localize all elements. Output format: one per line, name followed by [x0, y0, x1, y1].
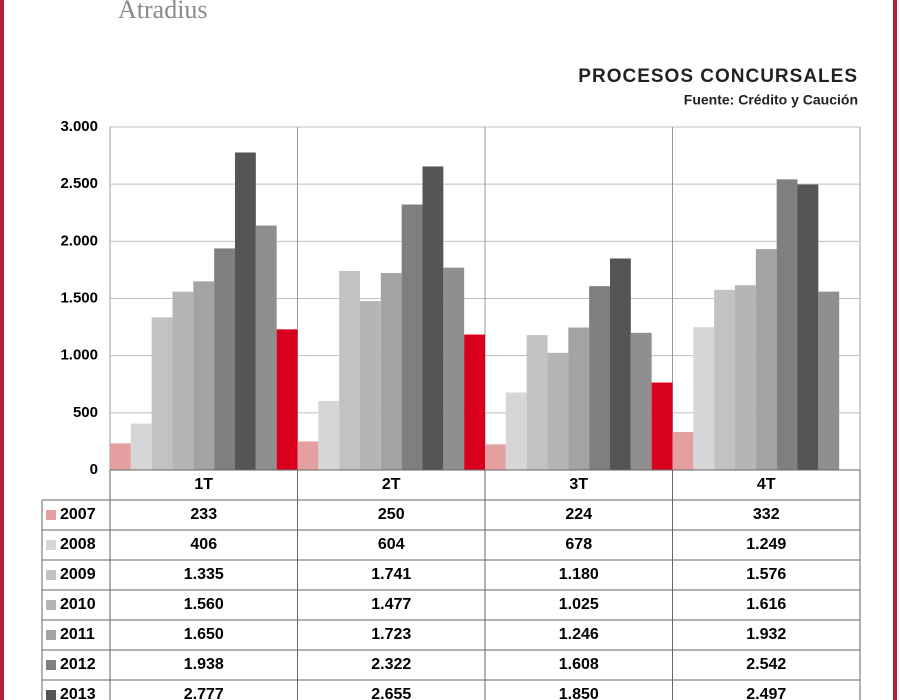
bar — [818, 291, 840, 470]
table-cell: 224 — [565, 506, 592, 523]
x-tick-label: 3T — [569, 476, 588, 493]
bar — [214, 248, 235, 470]
x-tick-label: 2T — [382, 476, 401, 493]
table-cell: 1.025 — [559, 596, 599, 613]
y-tick-label: 1.500 — [60, 289, 98, 306]
table-cell: 2.655 — [371, 686, 411, 700]
bar — [464, 334, 485, 470]
y-tick-label: 1.000 — [60, 347, 98, 364]
x-tick-label: 4T — [757, 476, 776, 493]
x-tick-label: 1T — [194, 476, 213, 493]
legend-swatch — [46, 570, 56, 580]
bar — [755, 249, 777, 470]
bar — [401, 204, 423, 470]
y-tick-label: 3.000 — [60, 118, 98, 135]
bar — [318, 400, 340, 470]
bar — [443, 267, 465, 470]
bar — [235, 152, 256, 470]
bar — [610, 258, 631, 470]
bar — [735, 285, 756, 470]
y-tick-label: 500 — [73, 404, 98, 421]
table-cell: 1.616 — [746, 596, 786, 613]
table-cell: 604 — [378, 536, 405, 553]
table-cell: 1.576 — [746, 566, 786, 583]
bar — [130, 423, 152, 470]
table-cell: 250 — [378, 506, 405, 523]
bar — [505, 392, 527, 470]
legend-label: 2012 — [60, 656, 96, 673]
legend-swatch — [46, 600, 56, 610]
bar — [380, 273, 402, 470]
table-cell: 1.938 — [184, 656, 224, 673]
table-cell: 1.723 — [371, 626, 411, 643]
bar — [193, 281, 215, 470]
bar — [485, 444, 506, 470]
table-cell: 1.741 — [371, 566, 411, 583]
table-cell: 1.850 — [559, 686, 599, 700]
bar — [422, 166, 444, 470]
bar — [714, 289, 735, 470]
table-cell: 233 — [190, 506, 217, 523]
table-cell: 1.249 — [746, 536, 786, 553]
table-cell: 1.335 — [184, 566, 224, 583]
bar — [276, 329, 298, 470]
table-cell: 406 — [190, 536, 217, 553]
bar — [526, 335, 548, 470]
bar — [672, 432, 694, 470]
bar — [651, 382, 673, 470]
bar — [797, 184, 819, 470]
bar — [589, 286, 610, 470]
legend-label: 2011 — [60, 626, 95, 643]
y-tick-label: 0 — [90, 461, 98, 478]
bar — [547, 352, 569, 470]
table-cell: 2.542 — [746, 656, 786, 673]
bar — [297, 441, 319, 470]
chart-title: PROCESOS CONCURSALES — [578, 66, 858, 87]
legend-label: 2010 — [60, 596, 96, 613]
table-cell: 1.608 — [559, 656, 599, 673]
legend-swatch — [46, 690, 56, 700]
table-cell: 1.477 — [371, 596, 411, 613]
legend-swatch — [46, 660, 56, 670]
logo: Atradius — [118, 0, 208, 24]
chart-subtitle: Fuente: Crédito y Caución — [684, 92, 858, 108]
table-cell: 1.650 — [184, 626, 224, 643]
legend-label: 2013 — [60, 686, 96, 700]
y-tick-label: 2.500 — [60, 175, 98, 192]
table-cell: 1.246 — [559, 626, 599, 643]
legend-swatch — [46, 630, 56, 640]
y-tick-label: 2.000 — [60, 232, 98, 249]
bar — [568, 327, 590, 470]
bar — [255, 225, 277, 470]
bar — [339, 270, 360, 470]
bar — [360, 301, 381, 470]
legend-swatch — [46, 540, 56, 550]
bar — [172, 291, 194, 470]
table-cell: 1.932 — [746, 626, 786, 643]
legend-label: 2009 — [60, 566, 96, 583]
legend-swatch — [46, 510, 56, 520]
table-cell: 1.180 — [559, 566, 599, 583]
table-cell: 332 — [753, 506, 780, 523]
bar — [693, 327, 715, 470]
bar — [776, 179, 798, 470]
legend-label: 2008 — [60, 536, 96, 553]
bar — [151, 317, 173, 470]
table-cell: 678 — [565, 536, 592, 553]
table-cell: 2.497 — [746, 686, 786, 700]
bar — [630, 332, 652, 470]
bar — [110, 443, 131, 470]
table-cell: 2.777 — [184, 686, 224, 700]
table-cell: 2.322 — [371, 656, 411, 673]
table-cell: 1.560 — [184, 596, 224, 613]
legend-label: 2007 — [60, 506, 96, 523]
